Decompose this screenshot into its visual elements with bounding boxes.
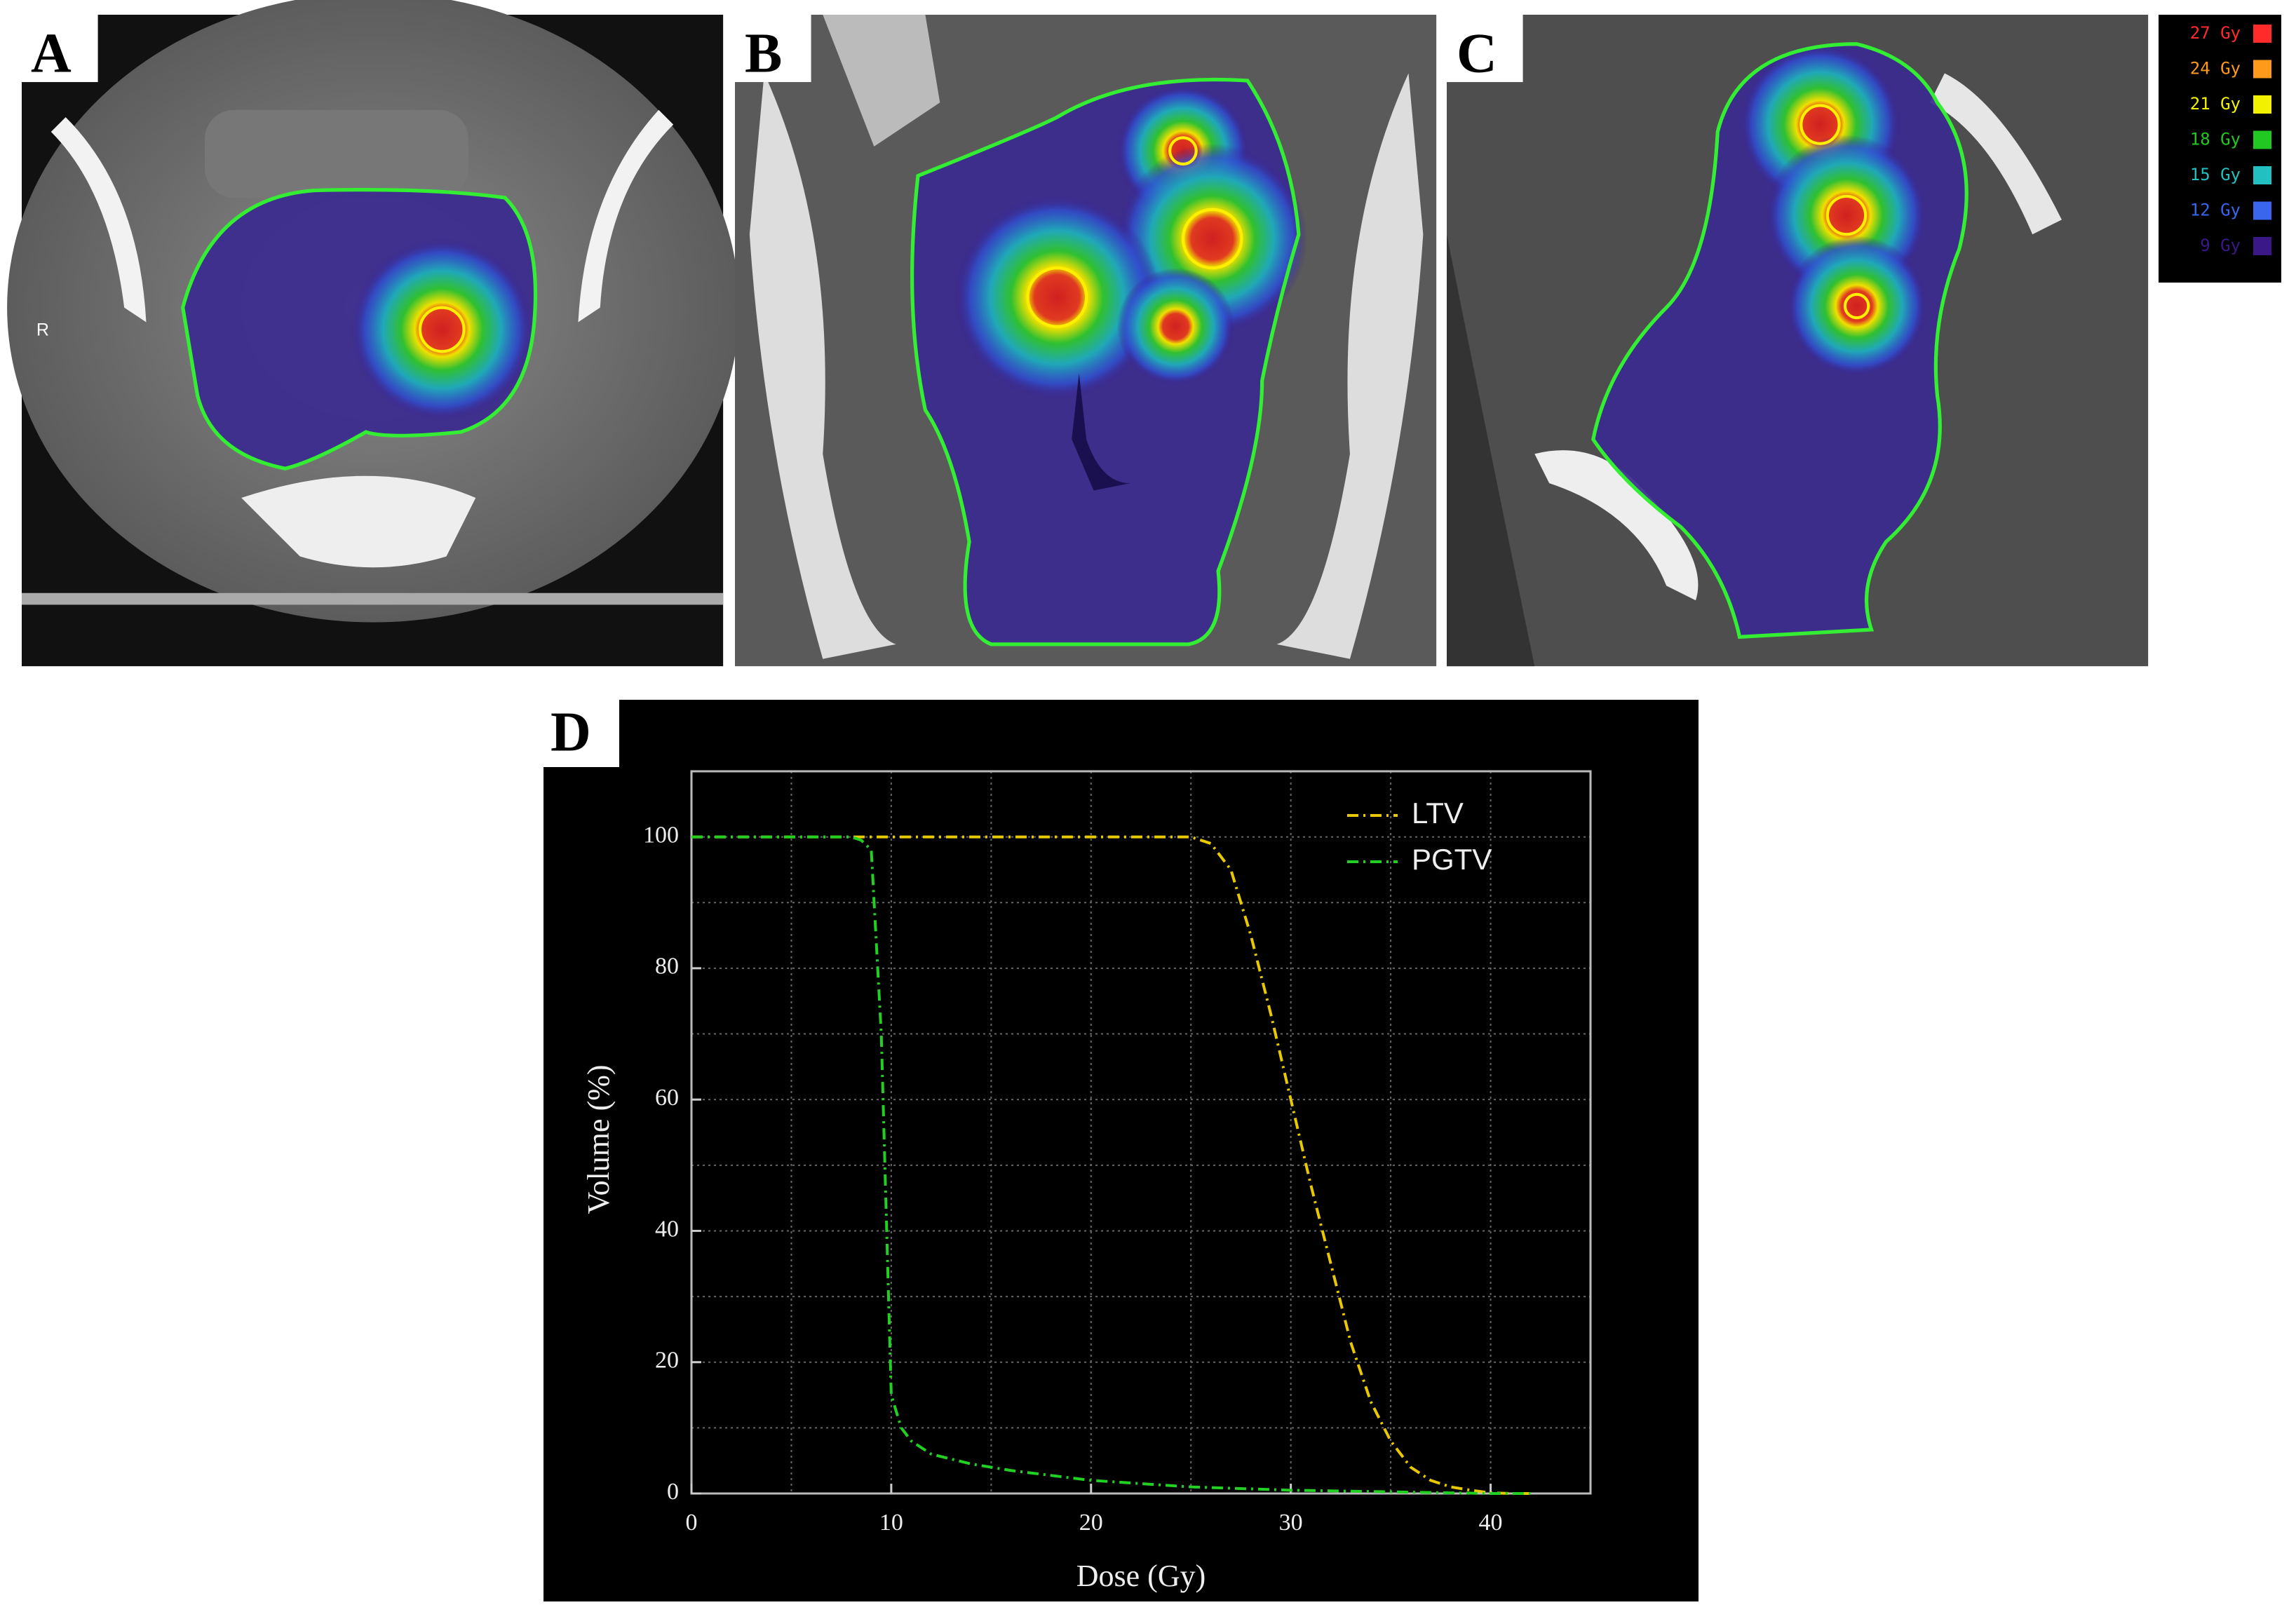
plot-frame	[690, 770, 1592, 1495]
dose-legend-label: 15 Gy	[2190, 165, 2241, 184]
panel-a: R	[7, 0, 739, 667]
dvh-chart: 0 10 20 30 40 0 20 40 60 80 100 Dose (Gy) Volume (%)…	[581, 770, 1592, 1593]
y-tick-label: 20	[655, 1348, 679, 1374]
panel-label-box	[543, 700, 619, 767]
dose-legend-label: 9 Gy	[2200, 236, 2241, 255]
dose-legend-swatch	[2253, 95, 2271, 114]
orientation-marker: R	[36, 320, 49, 340]
y-tick-label: 40	[655, 1216, 679, 1242]
dose-legend-label: 12 Gy	[2190, 201, 2241, 220]
x-tick-label: 10	[879, 1510, 903, 1536]
y-tick-label: 100	[643, 822, 679, 848]
y-tick-label: 60	[655, 1085, 679, 1111]
x-tick-label: 20	[1079, 1510, 1103, 1536]
dose-legend-label: 24 Gy	[2190, 59, 2241, 79]
dose-legend-label: 21 Gy	[2190, 94, 2241, 114]
dose-legend-swatch	[2253, 60, 2271, 79]
panel-label: D	[551, 701, 591, 763]
x-axis-label: Dose (Gy)	[1076, 1559, 1206, 1593]
panel-label: C	[1457, 22, 1497, 84]
dose-legend-label: 27 Gy	[2190, 23, 2241, 43]
y-tick-label: 0	[667, 1479, 679, 1505]
dose-legend-swatch	[2253, 130, 2271, 149]
dose-legend-label: 18 Gy	[2190, 130, 2241, 149]
series-line	[691, 835, 1531, 1495]
y-tick-label: 80	[655, 954, 679, 980]
x-tick-label: 0	[686, 1510, 698, 1536]
dose-legend-swatch	[2253, 237, 2271, 255]
legend-label: LTV	[1412, 797, 1464, 829]
x-tick-label: 40	[1479, 1510, 1503, 1536]
panel-label: B	[745, 22, 782, 84]
y-axis-label: Volume (%)	[581, 1064, 616, 1214]
panel-d	[543, 700, 1699, 1601]
panel-c	[1447, 15, 2149, 667]
panel-b	[735, 15, 1437, 667]
dose-legend: 27 Gy 24 Gy 21 Gy 18 Gy 15 Gy 12 Gy 9 Gy	[2190, 23, 2271, 255]
dose-legend-swatch	[2253, 166, 2271, 184]
dose-legend-swatch	[2253, 25, 2271, 43]
x-tick-label: 30	[1279, 1510, 1303, 1536]
dose-legend-swatch	[2253, 201, 2271, 220]
series-line	[691, 835, 1531, 1495]
panel-label: A	[31, 22, 72, 84]
legend-label: PGTV	[1412, 843, 1492, 876]
